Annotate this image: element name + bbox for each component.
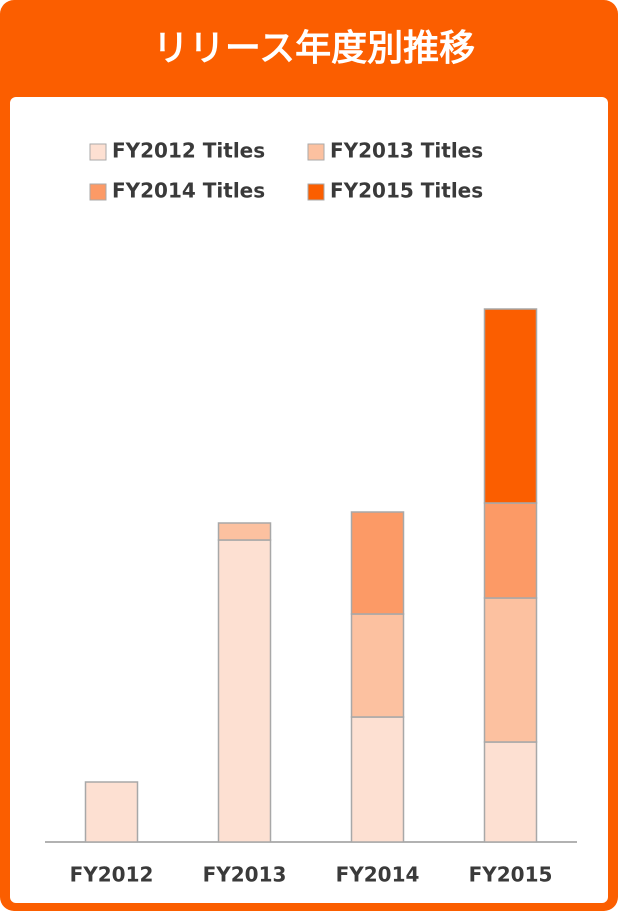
legend-swatch (89, 183, 107, 201)
bar-segment (350, 716, 405, 843)
chart-title: リリース年度別推移 (153, 28, 475, 69)
bar-segment (84, 781, 139, 843)
legend-swatch (307, 183, 325, 201)
legend-label: FY2015 Titles (330, 179, 483, 203)
bar-segment (350, 613, 405, 718)
x-tick-label: FY2014 (336, 863, 420, 887)
bar-segment (350, 511, 405, 615)
bar-segment (483, 741, 538, 843)
bar-segment (483, 597, 538, 743)
legend-swatch (307, 143, 325, 161)
legend-swatch (89, 143, 107, 161)
bar-segment (483, 308, 538, 504)
bar-segment (217, 522, 272, 541)
x-tick-label: FY2015 (469, 863, 553, 887)
x-tick-label: FY2013 (203, 863, 287, 887)
x-tick-label: FY2012 (70, 863, 154, 887)
legend-label: FY2012 Titles (112, 139, 265, 163)
panel (10, 97, 608, 903)
legend-label: FY2014 Titles (112, 179, 265, 203)
bar-segment (217, 539, 272, 843)
bar-segment (483, 502, 538, 599)
legend-label: FY2013 Titles (330, 139, 483, 163)
